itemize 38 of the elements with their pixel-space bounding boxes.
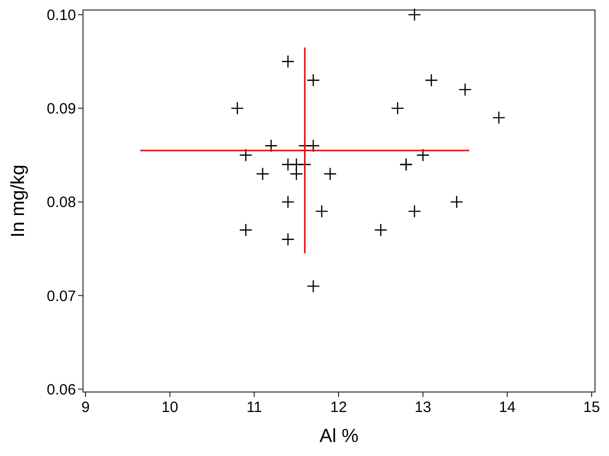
- point: [458, 82, 472, 96]
- point: [281, 195, 295, 209]
- y-tick-label: 0.09: [46, 100, 76, 118]
- x-tick-label: 13: [414, 399, 432, 416]
- point: [230, 102, 244, 115]
- x-tick-label: 11: [246, 399, 262, 416]
- point: [391, 102, 404, 115]
- point: [298, 144, 312, 158]
- x-tick-label: 9: [81, 399, 90, 416]
- point: [324, 167, 337, 180]
- x-tick-label: 12: [330, 399, 347, 416]
- x-tick-label: 14: [498, 399, 516, 416]
- point: [450, 195, 464, 209]
- point: [281, 54, 295, 68]
- x-tick-label: 10: [162, 399, 178, 416]
- point: [239, 223, 252, 237]
- point: [374, 223, 388, 237]
- point: [306, 139, 320, 152]
- y-tick-label: 0.08: [46, 194, 76, 212]
- point: [424, 74, 438, 87]
- x-tick-label: 15: [583, 399, 600, 416]
- point: [239, 148, 252, 162]
- y-tick-label: 0.07: [46, 288, 76, 305]
- point: [306, 280, 320, 293]
- point: [290, 167, 304, 180]
- point: [256, 167, 270, 180]
- point: [492, 111, 506, 124]
- y-axis-title: In mg/kg: [8, 164, 29, 238]
- point: [315, 204, 328, 218]
- y-tick-label: 0.06: [46, 381, 76, 398]
- point: [306, 74, 320, 87]
- point: [408, 8, 422, 22]
- point: [408, 204, 422, 218]
- point: [281, 232, 295, 246]
- point: [264, 139, 278, 152]
- y-tick-label: 0.10: [46, 6, 76, 24]
- x-axis-title: Al %: [319, 426, 359, 447]
- point: [416, 148, 430, 162]
